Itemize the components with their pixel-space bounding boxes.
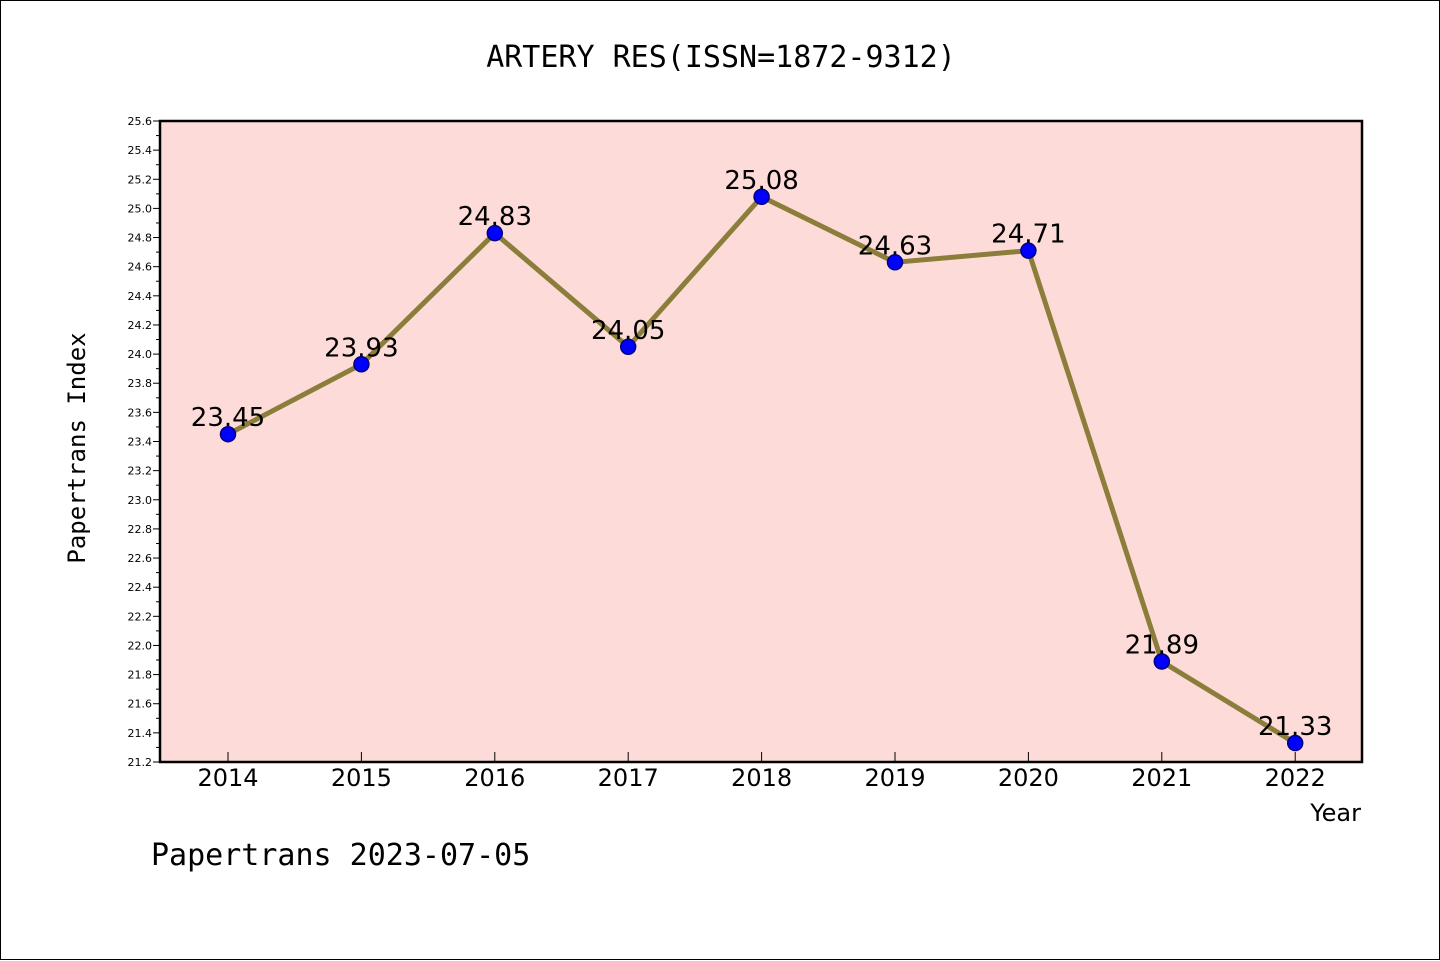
data-label: 23.93 bbox=[324, 333, 398, 363]
x-axis: 2014 2015 2016 2017 2018 2019 2020 2021 2022 bbox=[197, 752, 1326, 792]
y-tick-label: 25.2 bbox=[128, 173, 153, 186]
data-label: 25.08 bbox=[724, 166, 798, 196]
data-point-marker bbox=[219, 425, 237, 443]
chart-title: ARTERY RES(ISSN=1872-9312) bbox=[486, 40, 956, 75]
x-tick-label: 2014 bbox=[197, 764, 258, 792]
data-label: 24.83 bbox=[458, 202, 532, 232]
x-tick-label: 2022 bbox=[1265, 764, 1326, 792]
x-tick-label: 2018 bbox=[731, 764, 792, 792]
y-tick-label: 24.6 bbox=[128, 261, 153, 274]
y-tick-label: 24.2 bbox=[128, 319, 153, 332]
y-tick-label: 25.4 bbox=[128, 144, 153, 157]
x-tick-label: 2017 bbox=[598, 764, 659, 792]
y-axis-label: Papertrans Index bbox=[63, 332, 91, 563]
y-tick-label: 23.4 bbox=[128, 436, 153, 449]
data-labels: 23.45 23.93 24.83 24.05 25.08 24.63 24.71 21.89… bbox=[191, 166, 1333, 742]
y-tick-label: 21.8 bbox=[128, 669, 153, 682]
y-tick-label: 24.0 bbox=[128, 348, 153, 361]
y-tick-label: 23.6 bbox=[128, 406, 153, 419]
data-label: 21.89 bbox=[1125, 630, 1199, 660]
y-tick-label: 23.2 bbox=[128, 465, 153, 478]
data-label: 24.71 bbox=[991, 220, 1065, 250]
data-label: 24.05 bbox=[591, 316, 665, 346]
y-tick-label: 22.4 bbox=[128, 581, 153, 594]
data-point-marker bbox=[486, 224, 504, 242]
y-tick-label: 22.8 bbox=[128, 523, 153, 536]
x-axis-label: Year bbox=[1309, 799, 1361, 827]
y-tick-label: 23.0 bbox=[128, 494, 153, 507]
y-tick-label: 21.4 bbox=[128, 727, 153, 740]
data-point-marker bbox=[353, 356, 370, 373]
y-tick-label: 21.6 bbox=[128, 698, 153, 711]
data-label: 23.45 bbox=[191, 403, 265, 433]
data-point-marker bbox=[1153, 653, 1171, 670]
y-tick-label: 22.6 bbox=[128, 552, 153, 565]
y-tick-label: 21.2 bbox=[128, 756, 153, 769]
y-tick-label: 25.6 bbox=[128, 115, 153, 128]
plot-area bbox=[158, 119, 1364, 764]
x-tick-label: 2015 bbox=[331, 764, 392, 792]
data-point-marker bbox=[619, 338, 637, 356]
x-tick-label: 2020 bbox=[998, 764, 1059, 792]
data-point-marker bbox=[1020, 242, 1037, 259]
y-tick-label: 23.8 bbox=[128, 377, 153, 390]
data-label: 24.63 bbox=[858, 231, 932, 261]
x-tick-label: 2016 bbox=[464, 764, 525, 792]
series-line-group bbox=[219, 188, 1304, 752]
data-label: 21.33 bbox=[1258, 712, 1332, 742]
x-tick-label: 2021 bbox=[1131, 764, 1192, 792]
y-tick-label: 22.0 bbox=[128, 639, 153, 652]
y-tick-label: 24.8 bbox=[128, 232, 153, 245]
x-tick-label: 2019 bbox=[864, 764, 925, 792]
data-point-marker bbox=[1286, 734, 1304, 752]
y-tick-label: 24.4 bbox=[128, 290, 153, 303]
y-tick-label: 25.0 bbox=[128, 202, 153, 215]
footer-caption: Papertrans 2023-07-05 bbox=[151, 838, 530, 873]
data-point-marker bbox=[886, 254, 904, 271]
y-tick-label: 22.2 bbox=[128, 610, 153, 623]
data-point-marker bbox=[753, 188, 770, 206]
y-axis: 21.2 21.4 21.6 21.8 22.0 22.2 22.4 22.6 22.8 23.0… bbox=[128, 115, 160, 769]
